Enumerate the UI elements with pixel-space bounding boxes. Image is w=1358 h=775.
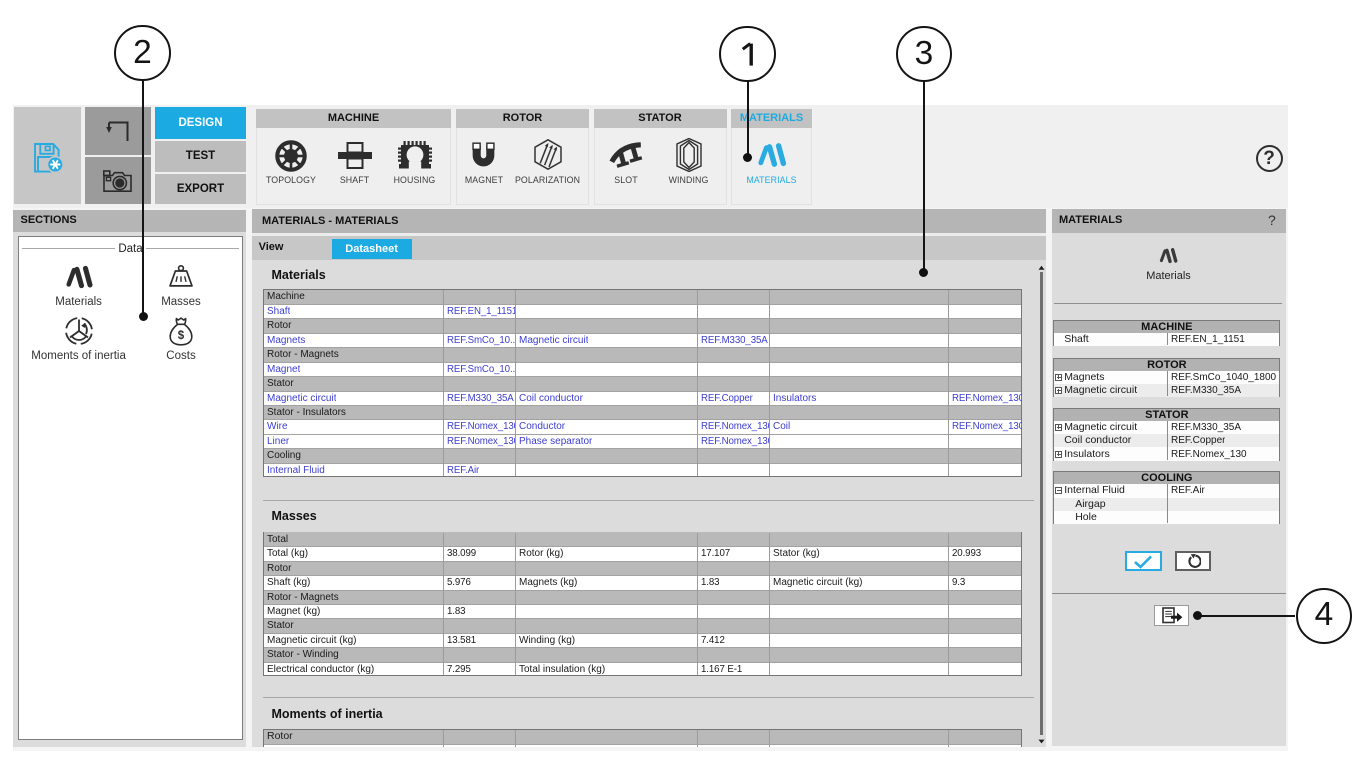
svg-text:$: $ <box>178 330 185 342</box>
